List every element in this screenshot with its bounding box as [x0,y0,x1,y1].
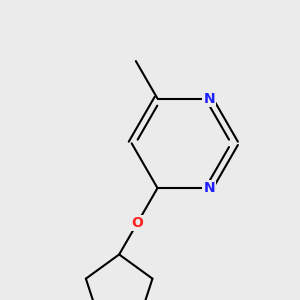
Text: N: N [203,92,215,106]
Text: N: N [203,181,215,195]
Text: O: O [132,216,143,230]
